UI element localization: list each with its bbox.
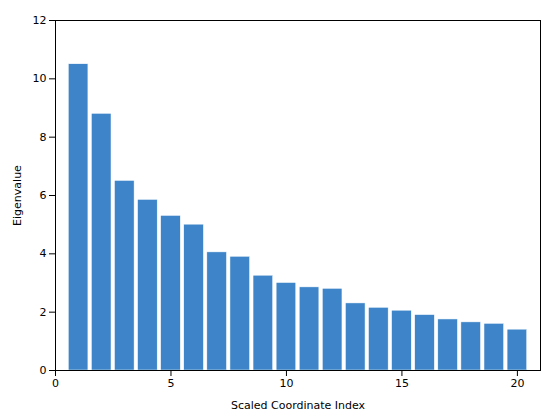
svg-text:2: 2 [40,306,47,319]
svg-text:Eigenvalue: Eigenvalue [11,165,24,226]
svg-text:10: 10 [33,72,47,85]
svg-text:12: 12 [33,14,47,27]
svg-text:Scaled Coordinate Index: Scaled Coordinate Index [231,399,366,412]
svg-text:0: 0 [52,377,59,390]
svg-text:15: 15 [395,377,409,390]
svg-text:0: 0 [40,364,47,377]
svg-text:5: 5 [167,377,174,390]
svg-text:8: 8 [40,131,47,144]
svg-text:6: 6 [40,189,47,202]
svg-text:4: 4 [40,247,47,260]
svg-text:20: 20 [510,377,524,390]
svg-text:10: 10 [279,377,293,390]
